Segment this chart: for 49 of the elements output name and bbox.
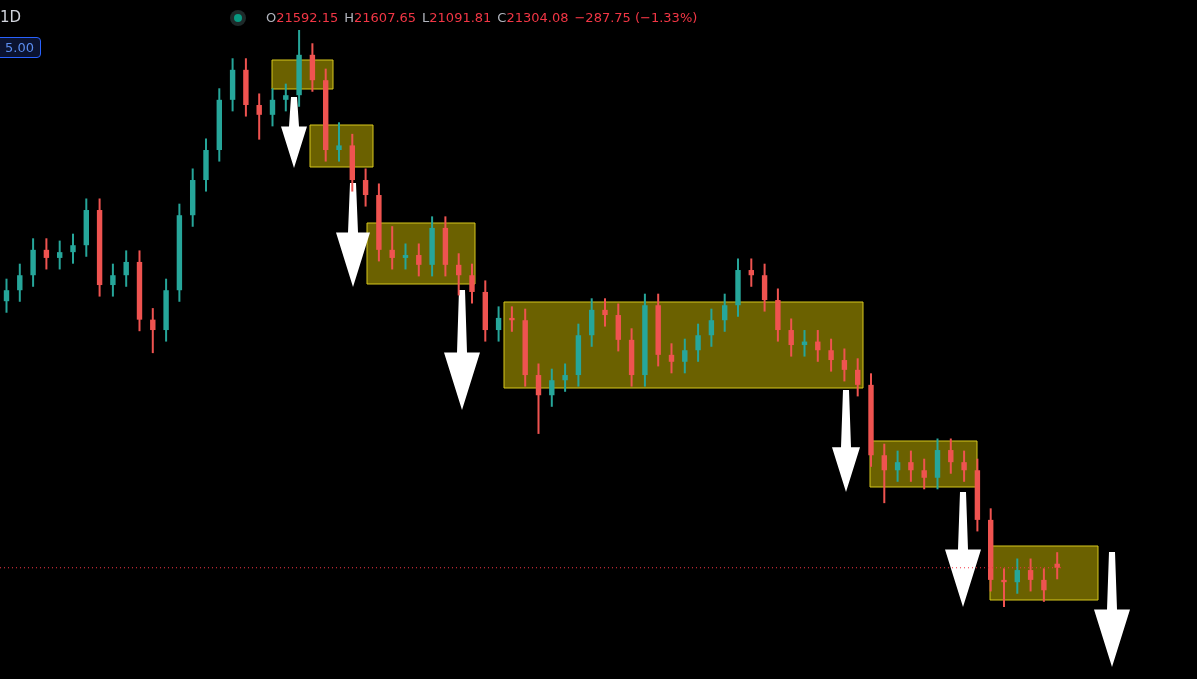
candlestick <box>788 317 794 358</box>
candlestick <box>535 362 542 435</box>
candlestick <box>549 367 555 408</box>
candlestick <box>269 87 276 128</box>
candlestick <box>1041 567 1047 603</box>
candlestick <box>695 322 701 363</box>
candlestick <box>256 92 262 141</box>
candlestick <box>881 442 887 505</box>
candlestick <box>70 232 76 265</box>
candlestick <box>908 449 914 483</box>
candlestick <box>1027 557 1034 593</box>
candlestick <box>110 262 116 298</box>
candlestick <box>1014 557 1020 595</box>
candlestick <box>841 347 848 383</box>
text: L21091.81 <box>422 10 492 25</box>
candlestick <box>416 242 422 278</box>
text: C21304.08 <box>497 10 569 25</box>
candlestick <box>123 249 129 288</box>
candlestick <box>3 277 10 314</box>
candlestick <box>43 237 50 271</box>
candlestick <box>389 225 395 271</box>
candlestick <box>722 292 728 333</box>
candlestick <box>1001 567 1007 607</box>
candlestick <box>336 121 342 163</box>
candlestick <box>362 167 369 208</box>
candlestick <box>1054 551 1060 581</box>
candlestick <box>495 305 502 343</box>
candlestick <box>708 307 715 348</box>
candlestick <box>828 337 834 373</box>
candlestick <box>668 342 675 375</box>
candlestick <box>961 449 967 483</box>
candlestick <box>17 262 23 303</box>
candlestick <box>602 297 608 328</box>
candlestick <box>948 437 954 475</box>
candlestick <box>283 82 289 113</box>
candlestick <box>469 262 475 305</box>
candlestick <box>682 337 688 375</box>
text: O21592.15 <box>266 10 339 25</box>
text: −287.75 (−1.33%) <box>574 10 698 25</box>
text: H21607.65 <box>344 10 417 25</box>
chart-title: 1D <box>0 8 22 26</box>
candlestick <box>562 362 568 393</box>
candlestick <box>57 239 63 271</box>
candlestick <box>509 305 515 333</box>
candlestick <box>894 449 901 483</box>
annotation: 5.00 <box>0 37 41 58</box>
candlestick <box>402 242 409 271</box>
candlestick <box>921 457 927 491</box>
candlestick <box>855 357 861 398</box>
